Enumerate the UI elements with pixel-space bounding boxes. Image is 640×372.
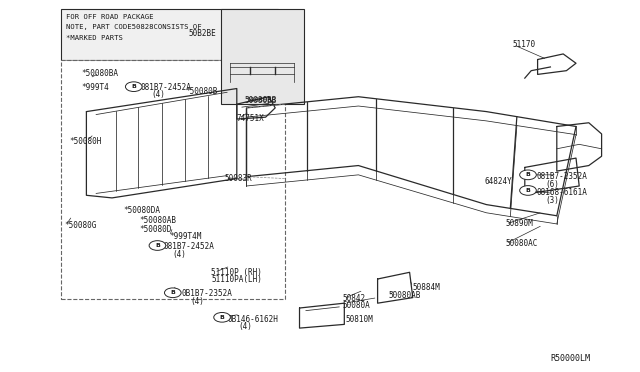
- Text: NOTE, PART CODE50828CONSISTS OF: NOTE, PART CODE50828CONSISTS OF: [66, 24, 202, 30]
- Text: 51110PA(LH): 51110PA(LH): [211, 275, 262, 284]
- Circle shape: [125, 82, 142, 92]
- Text: *50080D: *50080D: [140, 225, 172, 234]
- Text: FOR OFF ROAD PACKAGE: FOR OFF ROAD PACKAGE: [66, 14, 154, 20]
- Text: 081B7-2352A: 081B7-2352A: [536, 172, 587, 181]
- Circle shape: [520, 186, 536, 195]
- Text: 081B7-2452A: 081B7-2452A: [141, 83, 191, 92]
- Circle shape: [520, 170, 536, 180]
- Text: *999T4: *999T4: [81, 83, 109, 92]
- Text: *50080H: *50080H: [69, 137, 102, 146]
- Text: B: B: [525, 172, 531, 177]
- Text: 50080BB: 50080BB: [245, 96, 277, 105]
- Text: (3): (3): [545, 196, 559, 205]
- Text: R50000LM: R50000LM: [550, 355, 590, 363]
- Text: 50810M: 50810M: [346, 315, 373, 324]
- Text: 50B2BE: 50B2BE: [189, 29, 216, 38]
- Text: (4): (4): [151, 90, 165, 99]
- Circle shape: [214, 312, 230, 322]
- Text: 50890M: 50890M: [506, 219, 533, 228]
- Text: (4): (4): [173, 250, 187, 259]
- Bar: [221, 9, 304, 104]
- Text: (4): (4): [191, 297, 205, 306]
- Text: 0B1B7-2352A: 0B1B7-2352A: [181, 289, 232, 298]
- Text: *MARKED PARTS: *MARKED PARTS: [66, 35, 123, 41]
- Text: *999T4M: *999T4M: [170, 232, 202, 241]
- Text: (6): (6): [545, 180, 559, 189]
- Text: B: B: [170, 290, 175, 295]
- Text: 081B7-2452A: 081B7-2452A: [163, 242, 214, 251]
- Circle shape: [164, 288, 181, 298]
- Bar: [61, 9, 278, 60]
- Text: B: B: [131, 84, 136, 89]
- Text: 50080A: 50080A: [342, 301, 370, 310]
- Text: 50842: 50842: [342, 294, 365, 303]
- Circle shape: [149, 241, 166, 250]
- Text: *50080BA: *50080BA: [81, 69, 118, 78]
- Text: 50080AC: 50080AC: [506, 239, 538, 248]
- Text: B: B: [525, 188, 531, 193]
- Text: 51110P (RH): 51110P (RH): [211, 268, 262, 277]
- Text: (4): (4): [238, 322, 252, 331]
- Text: 50080AB: 50080AB: [388, 291, 421, 300]
- Text: 51170: 51170: [512, 40, 535, 49]
- Text: *50080DA: *50080DA: [124, 206, 161, 215]
- Text: 0B146-6162H: 0B146-6162H: [227, 315, 278, 324]
- Text: *50080AB: *50080AB: [140, 216, 177, 225]
- Text: B: B: [155, 243, 160, 248]
- Text: 64824Y: 64824Y: [484, 177, 512, 186]
- Text: 08168-6161A: 08168-6161A: [536, 188, 587, 197]
- Text: *50080G: *50080G: [64, 221, 97, 230]
- Text: 50080BB: 50080BB: [246, 97, 276, 103]
- Text: B: B: [220, 315, 225, 320]
- Text: *50080B: *50080B: [186, 87, 218, 96]
- Text: 50083R: 50083R: [224, 174, 252, 183]
- Text: 50884M: 50884M: [413, 283, 440, 292]
- Bar: [61, 60, 285, 299]
- Text: 74751X: 74751X: [237, 114, 264, 123]
